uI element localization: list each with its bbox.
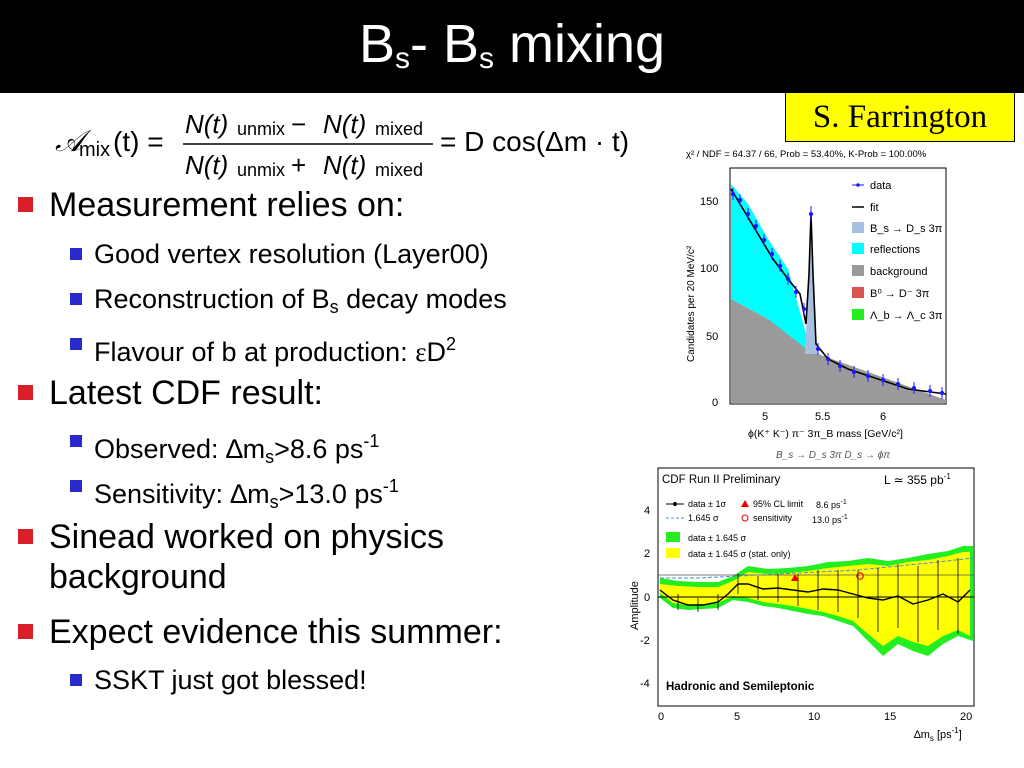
- mass-legend: data fit B_s → D_s 3π reflections backgr…: [852, 180, 943, 322]
- formula-num1: N(t): [185, 109, 228, 139]
- formula-num2: N(t): [323, 109, 366, 139]
- amp-legend-cl: 95% CL limit: [753, 499, 804, 509]
- amp-ylabel: Amplitude: [629, 581, 641, 630]
- amp-xtick-5: 5: [734, 711, 740, 723]
- legend-reflections: reflections: [870, 244, 921, 256]
- legend-signal: B_s → D_s 3π: [870, 223, 943, 235]
- amp-header: CDF Run II Preliminary: [662, 474, 780, 486]
- author-box: S. Farrington: [785, 92, 1015, 142]
- amp-ytick-m4: -4: [640, 678, 650, 690]
- sub-bullet-marker-icon: [70, 674, 82, 686]
- sub-bullet-marker-icon: [70, 480, 82, 492]
- mass-ylabel: Candidates per 20 MeV/c²: [686, 245, 697, 362]
- amp-legend-green: data ± 1.645 σ: [688, 533, 746, 543]
- slide-title: Bs- Bs mixing: [358, 14, 666, 75]
- sub-bullet-marker-icon: [70, 435, 82, 447]
- amp-xtick-10: 10: [808, 711, 820, 723]
- title-bar: [0, 0, 1024, 93]
- amp-legend-1645: 1.645 σ: [688, 513, 719, 523]
- amp-inner-label: Hadronic and Semileptonic: [666, 681, 815, 693]
- formula-den2-sub: mixed: [375, 160, 423, 180]
- formula-rhs: = D cos(Δm · t): [440, 126, 629, 157]
- legend-data: data: [870, 180, 892, 192]
- bullet-marker-icon: [18, 624, 33, 639]
- amp-legend-sens-val: 13.0 ps-1: [812, 514, 848, 525]
- formula-lhs-sub: mix: [79, 139, 110, 161]
- bullet-marker-icon: [18, 197, 33, 212]
- mass-xtick-6: 6: [880, 411, 886, 423]
- legend-lambda: Λ_b → Λ_c 3π: [870, 310, 943, 322]
- amp-legend-sens: sensitivity: [753, 513, 793, 523]
- sub-bullet-marker-icon: [70, 248, 82, 260]
- amp-legend-yellow: data ± 1.645 σ (stat. only): [688, 549, 791, 559]
- formula-num2-sub: mixed: [375, 119, 423, 139]
- legend-fit: fit: [870, 202, 879, 214]
- mass-ytick-100: 100: [700, 263, 718, 275]
- mass-distribution-plot: χ² / NDF = 64.37 / 66, Prob = 53.40%, K-…: [686, 149, 947, 461]
- sub-bullet-marker-icon: [70, 293, 82, 305]
- sensitivity-marker: [856, 572, 864, 580]
- amp-legend: data ± 1σ 1.645 σ 95% CL limit sensitivi…: [666, 499, 848, 559]
- fit-statistics: χ² / NDF = 64.37 / 66, Prob = 53.40%, K-…: [686, 149, 927, 160]
- signal-peak-area: [805, 244, 817, 354]
- formula-den2: N(t): [323, 150, 366, 180]
- mass-xlabel: ϕ(K⁺ K⁻) π⁻ 3π_B mass [GeV/c²]: [748, 428, 903, 440]
- cl-limit-marker: [791, 574, 799, 581]
- mixing-asymmetry-formula: 𝒜 mix (t) = N(t) unmix − N(t) mixed N(t)…: [55, 109, 629, 180]
- formula-num-op: −: [291, 109, 306, 139]
- mass-ytick-0: 0: [712, 397, 718, 409]
- formula-den1: N(t): [185, 150, 228, 180]
- formula-lhs-arg: (t) =: [113, 126, 164, 157]
- bullet-marker-icon: [18, 385, 33, 400]
- bullet-marker-icon: [18, 529, 33, 544]
- mass-ytick-150: 150: [700, 196, 718, 208]
- amp-ytick-2: 2: [644, 548, 650, 560]
- amp-ytick-0: 0: [644, 592, 650, 604]
- data-points: [730, 188, 945, 399]
- formula-num1-sub: unmix: [237, 119, 285, 139]
- amp-xtick-20: 20: [960, 711, 972, 723]
- reflections-area: [731, 184, 813, 354]
- formula-den-op: +: [291, 150, 306, 180]
- yellow-band: [660, 552, 970, 646]
- amp-legend-cl-val: 8.6 ps-1: [816, 499, 847, 510]
- amplitude-scan-plot: CDF Run II Preliminary L ≃ 355 pb-1 data…: [629, 467, 975, 743]
- mass-ytick-50: 50: [706, 331, 718, 343]
- amp-ytick-4: 4: [644, 505, 650, 517]
- amp-xtick-0: 0: [658, 711, 664, 723]
- amp-ytick-m2: -2: [640, 635, 650, 647]
- mass-bottom-cut: B_s → D_s 3π D_s → ϕπ: [776, 450, 890, 461]
- formula-den1-sub: unmix: [237, 160, 285, 180]
- data-error-bars: [677, 558, 959, 642]
- fit-curve: [730, 188, 947, 395]
- background-area: [731, 299, 946, 403]
- amp-xtick-15: 15: [884, 711, 896, 723]
- mass-xtick-5-5: 5.5: [815, 411, 830, 423]
- legend-background: background: [870, 266, 928, 278]
- amp-xlabel: ∆ms [ps-1]: [914, 726, 962, 743]
- legend-b0: B⁰ → D⁻ 3π: [870, 288, 930, 300]
- amp-lumi: L ≃ 355 pb-1: [884, 472, 951, 487]
- sub-bullet-marker-icon: [70, 338, 82, 350]
- amp-legend-data: data ± 1σ: [688, 499, 726, 509]
- mass-xtick-5: 5: [762, 411, 768, 423]
